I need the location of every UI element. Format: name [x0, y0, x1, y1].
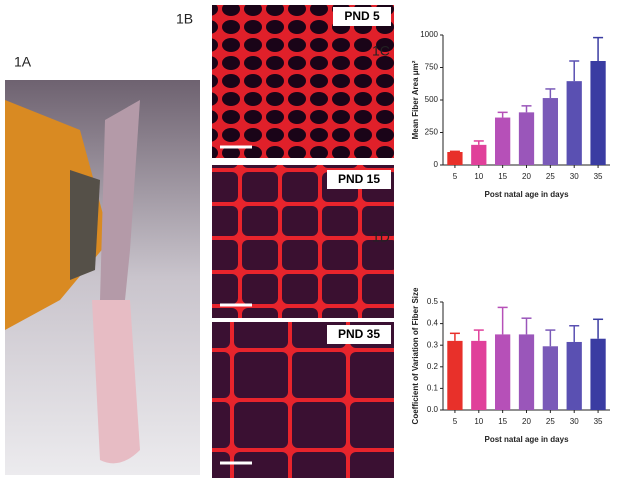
- x-tick-label: 35: [594, 172, 603, 181]
- micrograph: [212, 165, 394, 318]
- x-tick-label: 30: [570, 172, 579, 181]
- bar: [518, 334, 535, 410]
- x-tick-label: 10: [474, 417, 483, 426]
- y-axis-title: Coefficient of Variation of Fiber Size: [411, 287, 420, 424]
- label-box: [327, 325, 391, 344]
- label-box: [327, 170, 391, 189]
- y-tick-label: 0.1: [427, 384, 439, 393]
- micrograph-label: PND 5: [344, 9, 380, 23]
- y-tick-label: 1000: [420, 30, 438, 39]
- x-tick-label: 20: [522, 417, 531, 426]
- y-tick-label: 0.5: [427, 297, 439, 306]
- micrograph: [212, 5, 394, 158]
- x-tick-label: 30: [570, 417, 579, 426]
- photo-1a: [5, 80, 200, 475]
- x-tick-label: 15: [498, 417, 507, 426]
- y-tick-label: 0.3: [427, 340, 439, 349]
- bar: [566, 341, 582, 410]
- x-tick-label: 25: [546, 172, 555, 181]
- bar: [566, 81, 582, 165]
- bar: [471, 340, 487, 410]
- bar: [590, 61, 606, 165]
- y-tick-label: 0.2: [427, 362, 439, 371]
- bar: [542, 346, 558, 410]
- x-tick-label: 10: [474, 172, 483, 181]
- bar: [495, 117, 511, 165]
- bar: [447, 152, 463, 165]
- bar: [518, 112, 535, 165]
- x-tick-label: 15: [498, 172, 507, 181]
- y-tick-label: 500: [425, 95, 439, 104]
- panel-label: 1B: [176, 11, 193, 27]
- x-tick-label: 5: [453, 417, 458, 426]
- panel-label: 1C: [372, 43, 390, 59]
- x-axis-title: Post natal age in days: [484, 190, 569, 199]
- x-tick-label: 20: [522, 172, 531, 181]
- y-tick-label: 0.0: [427, 405, 439, 414]
- micrograph: [212, 322, 394, 478]
- panel-label: 1A: [14, 54, 32, 70]
- bar: [447, 340, 463, 410]
- y-tick-label: 750: [425, 63, 439, 72]
- bar: [542, 98, 558, 165]
- y-tick-label: 250: [425, 128, 439, 137]
- bar: [590, 338, 606, 410]
- y-tick-label: 0: [434, 160, 439, 169]
- x-tick-label: 25: [546, 417, 555, 426]
- panel-label: 1D: [372, 229, 390, 245]
- y-tick-label: 0.4: [427, 319, 439, 328]
- x-axis-title: Post natal age in days: [484, 435, 569, 444]
- label-box: [333, 7, 391, 26]
- y-axis-title: Mean Fiber Area μm²: [411, 60, 420, 139]
- bar: [495, 334, 511, 410]
- micrograph-label: PND 15: [338, 172, 380, 186]
- micrograph-label: PND 35: [338, 327, 380, 341]
- x-tick-label: 5: [453, 172, 458, 181]
- x-tick-label: 35: [594, 417, 603, 426]
- bar: [471, 144, 487, 165]
